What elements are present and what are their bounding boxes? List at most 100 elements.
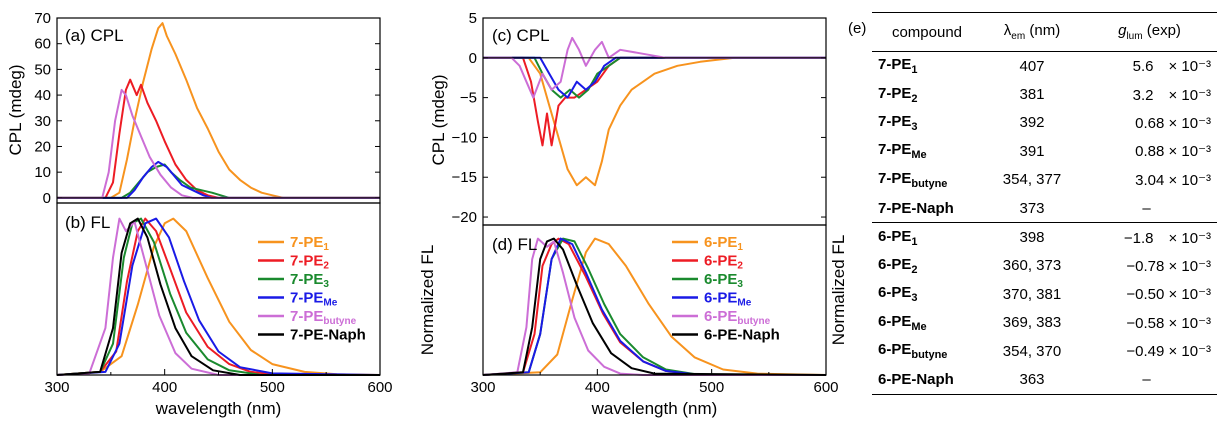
compound-base: 6-PE <box>878 227 912 245</box>
compound-subscript: 2 <box>911 92 918 105</box>
legend-entry-base: 7-PE <box>290 290 323 307</box>
compound-subscript: 1 <box>911 64 918 77</box>
y-tick-label-a: 30 <box>34 113 51 130</box>
legend-entry-legend6: 6-PEbutyne <box>704 308 771 327</box>
series-line-c-PEMe <box>483 56 826 99</box>
x-tick-label-b: 300 <box>44 379 69 396</box>
header-compound: compound <box>891 23 963 41</box>
legend-entry-legend7: 7-PEbutyne <box>290 308 357 327</box>
compound-subscript: 3 <box>911 292 918 305</box>
cell-g-lum: 5.6 × 10⁻³ <box>1132 58 1211 76</box>
panel-a-series <box>57 22 380 199</box>
legend-entry-base: 7-PE <box>290 234 323 251</box>
cell-lambda-em: 354, 377 <box>1002 171 1062 189</box>
series-line-b-PE1 <box>56 217 381 376</box>
cell-compound: 7-PE1 <box>872 52 982 81</box>
table-row: 7-PE1 407 5.6 × 10⁻³ <box>872 52 1217 81</box>
legend-entry-base: 6-PE-Naph <box>704 327 780 344</box>
cell-g-lum: −0.78 × 10⁻³ <box>1126 257 1211 275</box>
legend-entry-legend7: 7-PEMe <box>290 290 338 309</box>
series-line-c-PE2 <box>483 56 826 147</box>
table-row: 7-PEbutyne 354, 377 3.04 × 10⁻³ <box>872 166 1217 194</box>
legend-entry-subscript: 2 <box>323 261 329 272</box>
legend-entry-legend6: 6-PE1 <box>704 234 743 253</box>
x-tick-label-b: 600 <box>367 379 392 396</box>
compound-subscript: Me <box>911 320 927 333</box>
panel-c-frame <box>482 17 827 226</box>
panel-b-label: (b) FL <box>65 213 110 232</box>
y-tick-label-a: 10 <box>34 164 51 181</box>
table-row: 6-PEMe 369, 383 −0.58 × 10⁻³ <box>872 309 1217 337</box>
compound-base: 7-PE-Naph <box>878 199 954 217</box>
cell-lambda-em: 354, 370 <box>1002 342 1062 360</box>
cell-lambda-em: 360, 373 <box>1002 257 1062 275</box>
legend-entry-legend6: 6-PE-Naph <box>704 327 780 344</box>
panel-d-series <box>482 237 827 376</box>
panel-c-series <box>483 36 826 187</box>
x-axis-label-b: wavelength (nm) <box>155 399 282 418</box>
compound-base: 7-PE <box>878 141 912 159</box>
legend-entry-subscript: Me <box>323 298 337 309</box>
series-line-d-PENaph <box>482 237 827 376</box>
legend-entry-legend6: 6-PE2 <box>704 253 743 272</box>
x-tick-label-d: 400 <box>585 379 610 396</box>
cell-g-lum: – <box>1082 365 1217 395</box>
legend-entry-subscript: butyne <box>323 316 356 327</box>
header-g-lum: glum (exp) <box>1118 22 1181 42</box>
y-tick-label-a: 20 <box>34 138 51 155</box>
series-line-d-PEbutyne <box>482 237 826 376</box>
y-tick-label-c: −10 <box>452 129 477 146</box>
cell-g-lum: −0.49 × 10⁻³ <box>1126 343 1211 361</box>
x-tick-label-b: 500 <box>260 379 285 396</box>
legend-entry-base: 7-PE-Naph <box>290 327 366 344</box>
panel-a-label: (a) CPL <box>65 26 124 45</box>
cell-lambda-em: 369, 383 <box>1002 314 1062 332</box>
table-row: 7-PEMe 391 0.88 × 10⁻³ <box>872 137 1217 165</box>
cell-lambda-em: 363 <box>982 365 1082 395</box>
y-tick-label-a: 40 <box>34 87 51 104</box>
y-tick-label-c: −20 <box>452 209 477 226</box>
table-row: 6-PE1 398 −1.8 × 10⁻³ <box>872 222 1217 252</box>
panel-c-label: (c) CPL <box>492 26 550 45</box>
y-axis-label-table: Normalized FL <box>829 235 848 346</box>
cell-g-lum: 0.68 × 10⁻³ <box>1135 114 1211 132</box>
panel-b-series <box>56 217 381 376</box>
cell-g-lum: −0.50 × 10⁻³ <box>1126 286 1211 304</box>
table-header-row: compound λem (nm) glum (exp) <box>872 12 1217 52</box>
table-row: 6-PE3 370, 381 −0.50 × 10⁻³ <box>872 280 1217 308</box>
cell-lambda-em: 407 <box>1019 57 1045 75</box>
y-axis-label-a: CPL (mdeg) <box>6 64 25 155</box>
panel-e-label: (e) <box>848 20 867 37</box>
legend-entry-base: 6-PE <box>704 234 737 251</box>
series-line-b-PEMe <box>56 217 381 376</box>
cell-compound: 7-PEMe <box>872 137 982 165</box>
legend-entry-legend6: 6-PE3 <box>704 271 743 290</box>
compound-base: 7-PE <box>878 84 912 102</box>
compound-base: 6-PE <box>878 284 912 302</box>
cell-lambda-em: 391 <box>1019 142 1045 160</box>
y-tick-label-c: −5 <box>460 90 477 107</box>
table-row: 6-PEbutyne 354, 370 −0.49 × 10⁻³ <box>872 337 1217 365</box>
cell-g-lum: −0.58 × 10⁻³ <box>1126 314 1211 332</box>
compound-subscript: 2 <box>911 263 918 276</box>
cell-g-lum: 0.88 × 10⁻³ <box>1135 143 1211 161</box>
legend-entry-subscript: Me <box>737 298 751 309</box>
cell-g-lum: 3.04 × 10⁻³ <box>1135 171 1211 189</box>
y-axis-label-d: Normalized FL <box>418 245 437 356</box>
legend-entry-subscript: 1 <box>737 242 743 253</box>
table-body: 7-PE1 407 5.6 × 10⁻³ 7-PE2 381 3.2 × 10⁻³ 7-PE… <box>872 52 1217 395</box>
series-line-d-PEMe <box>482 237 826 376</box>
table-row: 7-PE2 381 3.2 × 10⁻³ <box>872 80 1217 108</box>
cell-compound: 7-PE2 <box>872 80 982 108</box>
compound-subscript: 3 <box>911 120 918 133</box>
cell-compound: 7-PEbutyne <box>872 166 982 194</box>
compound-base: 7-PE <box>878 56 912 74</box>
compound-subscript: butyne <box>911 349 948 362</box>
compound-subscript: butyne <box>911 177 948 190</box>
y-tick-label-a: 70 <box>34 10 51 27</box>
series-line-a-PEbutyne <box>57 88 380 199</box>
table-row: 6-PE-Naph 363– <box>872 365 1217 395</box>
y-tick-label-c: 0 <box>469 50 477 67</box>
